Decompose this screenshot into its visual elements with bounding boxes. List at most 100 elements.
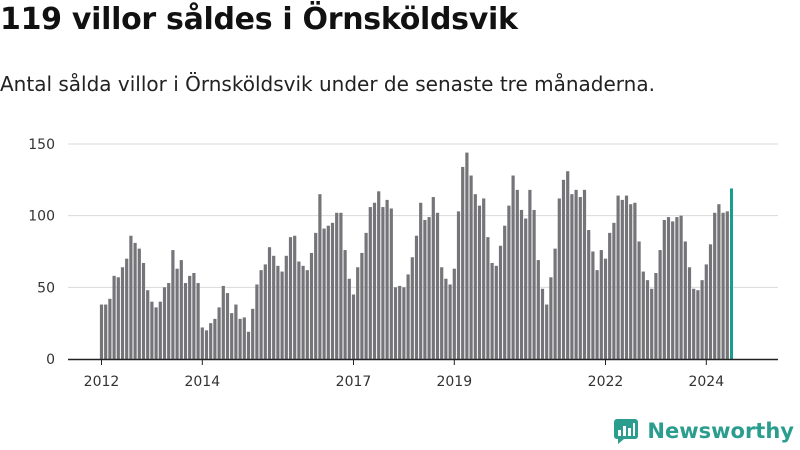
bar: [125, 258, 129, 359]
bar: [482, 198, 486, 359]
bar: [129, 235, 133, 359]
bar: [272, 255, 276, 359]
bar: [507, 205, 511, 359]
bar: [679, 215, 683, 359]
bar: [675, 217, 679, 359]
bar: [427, 217, 431, 359]
bar: [629, 204, 633, 359]
bar: [217, 307, 221, 359]
bar: [452, 268, 456, 359]
bar: [444, 278, 448, 359]
brand-logo: Newsworthy: [613, 418, 794, 444]
bar: [435, 212, 440, 359]
bar: [528, 189, 532, 359]
bar: [104, 304, 108, 359]
bar: [671, 221, 675, 359]
bar: [263, 264, 267, 359]
bar: [406, 274, 410, 359]
bar: [267, 247, 272, 359]
bar: [465, 152, 469, 359]
x-tick-label: 2024: [688, 374, 724, 390]
bar: [377, 191, 381, 359]
bar: [658, 250, 662, 359]
bar: [557, 198, 561, 359]
bar: [637, 241, 641, 359]
bar: [654, 273, 658, 359]
bar: [200, 327, 204, 359]
bar: [536, 260, 540, 359]
bar: [188, 275, 192, 359]
bar: [238, 318, 242, 359]
bar: [112, 275, 116, 359]
bar: [242, 317, 246, 359]
bar: [309, 252, 314, 359]
bar: [633, 202, 637, 359]
bar: [234, 304, 238, 359]
bar: [175, 268, 179, 359]
bar-latest: [730, 188, 733, 359]
bar: [545, 304, 549, 359]
bar: [486, 237, 490, 359]
bar: [389, 208, 393, 359]
x-tick-label: 2012: [84, 374, 120, 390]
bar: [225, 293, 230, 359]
y-axis: 0 50 100 150: [28, 137, 55, 368]
annotation: 119: [733, 0, 764, 4]
bar: [158, 301, 162, 359]
bar: [196, 283, 200, 359]
bar: [687, 267, 692, 359]
bar: [650, 288, 654, 359]
y-tick-label: 0: [46, 352, 55, 368]
chart-subtitle: Antal sålda villor i Örnsköldsvik under …: [0, 72, 655, 96]
bars: [99, 152, 733, 359]
bar: [192, 273, 196, 359]
bar: [494, 265, 498, 359]
bar: [608, 232, 612, 359]
bar: [167, 283, 171, 359]
bar: [255, 284, 259, 359]
bar: [385, 199, 389, 359]
y-tick-label: 50: [37, 280, 55, 296]
bar: [477, 205, 482, 359]
bar: [259, 270, 263, 359]
bar: [343, 250, 347, 359]
bar: [351, 294, 356, 359]
bar: [603, 258, 608, 359]
bar: [456, 211, 461, 359]
bar: [612, 222, 616, 359]
bar: [620, 199, 624, 359]
bar: [326, 225, 330, 359]
bar: [587, 230, 591, 359]
bar: [704, 264, 708, 359]
bar: [108, 298, 112, 359]
bar: [171, 250, 175, 359]
bar: [204, 330, 209, 359]
bar: [209, 323, 213, 359]
bar: [230, 313, 234, 359]
bar: [301, 265, 305, 359]
bar: [721, 212, 725, 359]
bar: [297, 261, 301, 359]
bar: [360, 252, 364, 359]
bar: [666, 217, 671, 359]
bar: [549, 277, 553, 359]
bar: [120, 267, 125, 359]
bar: [431, 197, 435, 359]
bar: [280, 271, 284, 359]
bar: [246, 331, 251, 359]
bar: [469, 175, 473, 359]
bar: [561, 179, 566, 359]
bar: [284, 255, 288, 359]
bar: [347, 278, 351, 359]
bar: [410, 257, 414, 359]
bar: [645, 280, 650, 359]
bar: [578, 197, 582, 359]
bar: [591, 251, 595, 359]
bar: [519, 209, 524, 359]
x-tick-label: 2022: [588, 374, 624, 390]
bar: [725, 211, 729, 359]
bar: [141, 262, 146, 359]
bar: [221, 285, 225, 359]
bar: [540, 288, 545, 359]
bar: [582, 189, 587, 359]
